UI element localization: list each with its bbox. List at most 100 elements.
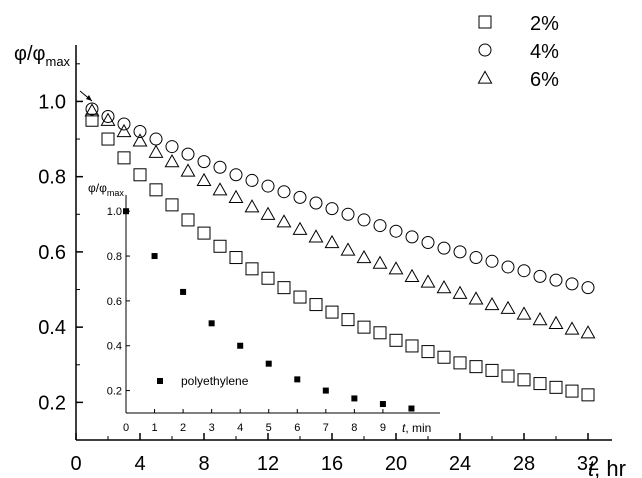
data-point [164,154,180,168]
data-point [452,285,468,299]
main-y-tick-label: 0.4 [38,317,66,339]
main-axes [75,45,612,441]
main-x-tick-label: 24 [449,453,471,475]
main-ticks: 0 4 8 12 16 20 24 28 320.20.40.60.81.0 [38,63,599,475]
inset-axes [125,195,440,414]
inset-y-axis-label: φ/φmax [88,181,124,198]
data-point [197,155,211,169]
data-point [309,298,323,312]
data-point [101,109,115,123]
data-point [501,369,515,383]
inset-legend-item: polyethylene [157,374,249,388]
data-point [213,239,227,253]
data-point [181,213,195,227]
data-point [580,325,596,339]
data-point [325,305,339,319]
data-point [565,384,579,398]
main-x-tick-label: 32 [577,453,599,475]
data-point [245,262,259,276]
data-point [453,245,467,259]
data-point [116,123,132,138]
inset-y-axis-label-base: φ/φ [88,181,107,195]
data-point [437,350,451,364]
data-point [148,144,164,158]
data-point [84,103,100,117]
inset-y-tick-label: 1.0 [107,206,122,218]
legend-label: 4% [530,41,559,63]
legend-label: 2% [530,13,559,35]
data-point [165,198,179,212]
data-point [294,376,301,383]
data-point [85,113,99,127]
data-point [228,189,244,203]
inset-y-tick-label: 0.6 [107,296,122,308]
data-point [293,290,307,304]
data-point [229,168,243,182]
data-point [389,224,403,238]
inset-legend-marker [157,378,163,384]
main-x-axis-label-italic: t [588,456,595,478]
inset-x-tick-label: 5 [266,422,272,434]
main-x-tick-label: 16 [321,453,343,475]
legend-item: 4% [478,41,559,63]
main-x-axis-label-rest: , hr [594,456,626,478]
data-point [197,226,211,240]
data-point [533,269,547,283]
data-point [373,326,387,340]
data-point [436,280,452,294]
data-point [180,163,196,177]
data-point [517,264,531,278]
start-pointer-arrow [79,90,93,102]
data-point [500,300,516,314]
main-y-axis-label-sub: max [46,54,71,69]
data-point [276,214,292,228]
data-point [132,133,148,147]
data-point [408,405,415,412]
data-point [133,125,147,139]
inset-plot: 0 1 2 3 4 5 6 7 8 90.20.40.60.81.0 φ/φmax t, min … [88,181,440,435]
series-4pct [85,102,595,295]
data-point [516,306,532,320]
data-point [421,236,435,249]
data-point [421,345,435,359]
data-point [165,140,179,154]
data-point [469,360,483,374]
main-y-tick-label: 0.2 [38,392,66,414]
data-point [468,291,484,305]
main-x-tick-label: 12 [257,453,279,475]
data-point [260,206,276,220]
data-point [357,213,371,227]
data-point [100,112,116,126]
data-point [437,241,451,255]
legend-label: 6% [530,69,559,91]
data-point [181,147,195,161]
inset-x-tick-label: 2 [180,422,186,434]
data-point [308,229,324,243]
inset-y-tick-label: 0.4 [107,341,122,353]
inset-ticks: 0 1 2 3 4 5 6 7 8 9 0.2 0.4 0.6 0.8 1.0 [107,206,386,434]
data-point [532,312,548,326]
inset-x-tick-label: 8 [351,422,357,434]
inset-x-tick-label: 3 [209,422,215,434]
data-point [133,168,147,182]
data-point [549,380,563,394]
data-point [151,253,158,260]
data-point [565,277,579,291]
data-point [325,202,339,216]
data-point [180,288,187,295]
data-point [581,388,595,402]
data-point [213,160,227,174]
data-point [469,251,483,265]
data-point [405,230,419,244]
data-point [149,132,163,146]
data-point [372,255,388,269]
data-point [322,387,329,394]
data-point [485,254,499,268]
data-point [208,320,215,327]
main-plot: 0 4 8 12 16 20 24 28 320.20.40.60.81.0 φ/φmax t,… [14,43,626,478]
series-2pct [85,113,595,402]
data-point [379,401,386,408]
inset-y-tick-label: 0.8 [107,251,122,263]
main-y-tick-label: 0.8 [38,167,66,189]
